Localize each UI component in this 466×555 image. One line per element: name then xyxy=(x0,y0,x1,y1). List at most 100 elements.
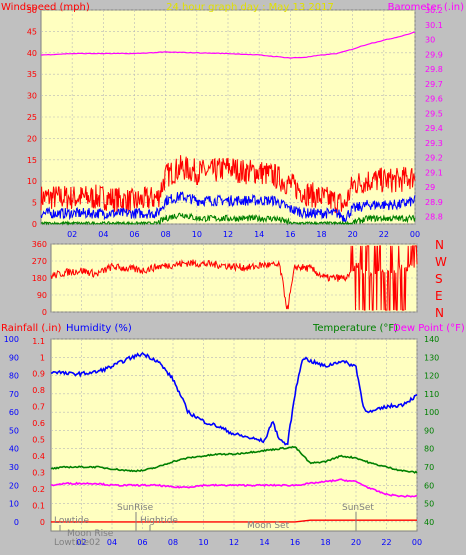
dir-y-tick: 270 xyxy=(32,257,47,266)
temp-y-tick: 100 xyxy=(424,408,439,417)
temp-y-tick: 120 xyxy=(424,372,439,381)
humidity-y-tick: 0 xyxy=(14,518,19,527)
humidity-y-tick: 20 xyxy=(9,481,19,490)
humidity-y-tick: 70 xyxy=(9,390,19,399)
wind-y-tick: 15 xyxy=(27,156,37,165)
wind-x-tick: 10 xyxy=(192,230,202,239)
wind-y-tick: 40 xyxy=(27,49,37,58)
rainfall-axis-title: Rainfall (.in) xyxy=(1,323,62,334)
temperature-series xyxy=(50,445,418,474)
dir-compass-label: E xyxy=(435,289,443,303)
temp-y-tick: 60 xyxy=(424,481,434,490)
rainfall-y-tick: 0.6 xyxy=(32,419,45,428)
rainfall-y-tick: 0.8 xyxy=(32,386,45,395)
rainfall-y-tick: 0 xyxy=(40,518,45,527)
wind-x-tick: 22 xyxy=(379,230,389,239)
wind-direction-series xyxy=(50,245,418,311)
rainfall-series xyxy=(51,519,417,523)
lowtide2-label: Lowtide02 xyxy=(54,538,100,548)
th-x-tick: 02 xyxy=(76,538,86,547)
temp-y-tick: 70 xyxy=(424,463,434,472)
th-x-tick: 08 xyxy=(168,538,178,547)
th-x-tick: 00 xyxy=(412,538,422,547)
temp-y-tick: 130 xyxy=(424,353,439,362)
wind-y-tick: 45 xyxy=(27,27,37,36)
wind-y-tick: 5 xyxy=(32,199,37,208)
humidity-y-tick: 10 xyxy=(9,500,19,509)
rainfall-y-tick: 0.1 xyxy=(32,501,45,510)
wind-y-tick: 10 xyxy=(27,177,37,186)
th-x-tick: 10 xyxy=(198,538,208,547)
wind-x-tick: 18 xyxy=(316,230,326,239)
baro-y-tick: 29.9 xyxy=(425,50,443,59)
dir-y-tick: 90 xyxy=(37,291,47,300)
wind-x-tick: 04 xyxy=(98,230,108,239)
humidity-y-tick: 90 xyxy=(9,353,19,362)
th-x-tick: 14 xyxy=(259,538,269,547)
baro-y-tick: 30 xyxy=(425,36,435,45)
sunset-label: SunSet xyxy=(342,503,374,513)
dewpoint-series xyxy=(50,478,418,498)
wind-y-tick: 0 xyxy=(32,220,37,229)
dir-y-tick: 0 xyxy=(42,308,47,317)
th-x-tick: 18 xyxy=(320,538,330,547)
wind-gust-series xyxy=(40,155,416,215)
wind-x-tick: 12 xyxy=(223,230,233,239)
wind-y-tick: 35 xyxy=(27,70,37,79)
windspeed-axis-title: Windspeed (mph) xyxy=(1,2,90,13)
rainfall-y-tick: 0.9 xyxy=(32,370,45,379)
dir-y-tick: 180 xyxy=(32,274,47,283)
wind-low-series xyxy=(40,212,416,226)
th-x-tick: 04 xyxy=(107,538,117,547)
temp-y-tick: 140 xyxy=(424,335,439,344)
dewpoint-axis-title: Dew Point (°F) xyxy=(393,323,465,334)
temp-y-tick: 80 xyxy=(424,445,434,454)
wind-y-tick: 50 xyxy=(27,6,37,15)
wind-y-tick: 25 xyxy=(27,113,37,122)
rainfall-y-tick: 0.2 xyxy=(32,485,45,494)
baro-y-tick: 29.7 xyxy=(425,80,443,89)
barometer-series xyxy=(40,31,416,59)
humidity-y-tick: 30 xyxy=(9,463,19,472)
rainfall-y-tick: 1 xyxy=(40,353,45,362)
humidity-y-tick: 50 xyxy=(9,426,19,435)
moonset-label: Moon Set xyxy=(247,521,290,531)
th-x-tick: 16 xyxy=(290,538,300,547)
wind-x-tick: 16 xyxy=(285,230,295,239)
temperature-axis-title: Temperature (°F) xyxy=(312,323,398,334)
chart-title: 24 hour graph day : May 13 2017 xyxy=(166,2,334,13)
dir-compass-label: N xyxy=(435,306,444,320)
humidity-y-tick: 80 xyxy=(9,372,19,381)
humidity-y-tick: 100 xyxy=(4,335,19,344)
baro-y-tick: 29.5 xyxy=(425,109,443,118)
sunrise-label: SunRise xyxy=(117,503,154,513)
temp-y-tick: 40 xyxy=(424,518,434,527)
baro-y-tick: 29.1 xyxy=(425,168,443,177)
baro-y-tick: 29.6 xyxy=(425,95,443,104)
wind-y-tick: 30 xyxy=(27,92,37,101)
wind-x-tick: 08 xyxy=(161,230,171,239)
baro-y-tick: 30.2 xyxy=(425,6,443,15)
baro-y-tick: 30.1 xyxy=(425,21,443,30)
baro-y-tick: 29.4 xyxy=(425,124,443,133)
lowtide-label: Lowtide xyxy=(54,516,89,526)
dir-y-tick: 360 xyxy=(32,240,47,249)
rainfall-y-tick: 0.7 xyxy=(32,403,45,412)
wind-x-tick: 02 xyxy=(67,230,77,239)
baro-y-tick: 29.8 xyxy=(425,65,443,74)
humidity-y-tick: 60 xyxy=(9,408,19,417)
humidity-series xyxy=(50,351,418,446)
rainfall-y-tick: 0.4 xyxy=(32,452,45,461)
temp-y-tick: 90 xyxy=(424,426,434,435)
dir-compass-label: S xyxy=(435,272,443,286)
hightide-label: Hightide xyxy=(140,516,178,526)
th-x-tick: 20 xyxy=(351,538,361,547)
barometer-axis-title: Barometer (.in) xyxy=(388,2,464,13)
wind-avg-series xyxy=(40,191,416,223)
dir-compass-label: N xyxy=(435,238,444,252)
th-x-tick: 06 xyxy=(137,538,147,547)
moonrise-label: Moon Rise xyxy=(67,529,114,539)
wind-x-tick: 06 xyxy=(129,230,139,239)
wind-x-tick: 14 xyxy=(254,230,264,239)
